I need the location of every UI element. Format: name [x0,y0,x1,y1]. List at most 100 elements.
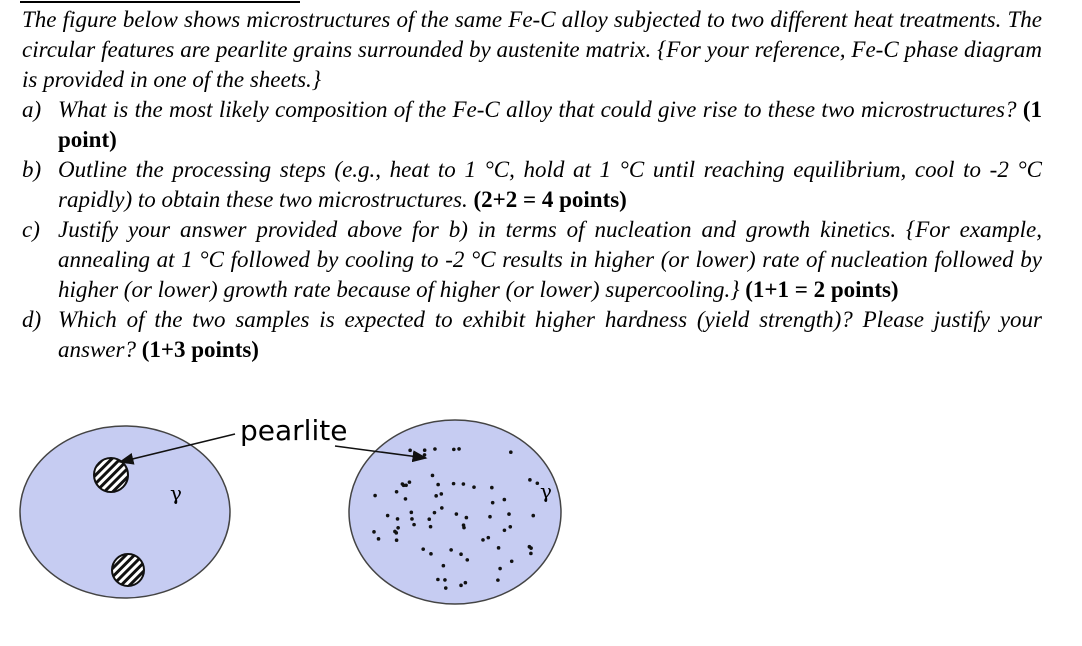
sample-fine [348,419,562,605]
question-points: (1+3 points) [141,337,259,362]
dot [472,485,476,489]
questions: a) What is the most likely composition of… [22,95,1042,365]
arrow [334,445,428,463]
dot [404,483,408,488]
pearlite-grain [111,553,145,587]
dot [396,525,400,530]
question-body: Outline the processing steps (e.g., heat… [58,157,1042,212]
dot [464,515,469,520]
dot [427,517,432,522]
dot [528,478,532,482]
question-text: Justify your answer provided above for b… [58,215,1042,305]
dot [429,552,433,556]
dot [443,578,447,582]
dot [457,447,461,451]
pearlite-grain [93,457,129,493]
dot [443,586,448,590]
dot [432,510,437,515]
dot [490,500,495,505]
dot [372,530,376,534]
question-label: b) [22,157,42,182]
dot [502,528,507,533]
dot [407,480,412,484]
dot [394,538,399,542]
arrow [118,433,236,465]
dot [481,538,485,542]
question: d) Which of the two samples is expected t… [22,305,1042,365]
dot [385,513,390,518]
dot [422,448,427,453]
dot [421,547,426,551]
dot [436,577,440,582]
dot [408,448,412,453]
dot [488,514,492,519]
dot [529,546,533,550]
dot [439,492,444,496]
dot [508,525,513,529]
dot [498,566,502,571]
dot [496,578,500,582]
dot [449,548,453,552]
dot [376,537,381,541]
intro: The figure below shows microstructures o… [22,7,1042,92]
dot [465,558,470,562]
dot [422,453,427,457]
dot [451,481,456,486]
question-label: c) [22,217,40,242]
dot [452,447,456,452]
dot [509,559,514,564]
dot [486,535,491,540]
pearlite-label: pearlite [240,414,347,447]
dot [496,546,501,550]
gamma-label: γ [170,481,182,505]
dot [535,481,540,486]
dot [394,489,399,494]
question-label: d) [22,307,42,332]
dot [440,506,444,510]
dot [529,551,533,556]
dot [395,517,400,521]
dot [454,512,459,516]
question-body: Justify your answer provided above for b… [58,217,1042,302]
question-text: What is the most likely composition of t… [58,95,1042,155]
dot [461,482,466,486]
dot [461,523,466,527]
dot [436,482,440,487]
dot [441,563,446,568]
dot [531,513,536,518]
question-points: (1 point) [58,97,1042,152]
dot [430,473,435,478]
sample-coarse [19,425,231,599]
question-points: (2+2 = 4 points) [473,187,627,212]
question: b) Outline the processing steps (e.g., he… [22,155,1042,215]
dot [428,524,433,529]
dot [459,552,463,557]
question: c) Justify your answer provided above for… [22,215,1042,305]
dot [394,531,399,535]
text-block: The figure below shows microstructures o… [22,5,1042,365]
question: a) What is the most likely composition of… [22,95,1042,155]
dot [433,447,437,451]
question-points: (1+1 = 2 points) [745,277,899,302]
question-label: a) [22,97,42,122]
dot [507,512,511,516]
dot [410,517,414,521]
dot [502,497,507,502]
dot [400,482,405,486]
dot [459,583,463,588]
question-body: What is the most likely composition of t… [58,97,1017,122]
dot [412,522,416,527]
question-text: Which of the two samples is expected to … [58,305,1042,365]
fine-pearlite [372,447,540,590]
dot [409,510,414,515]
dot [403,497,408,501]
question-body: Which of the two samples is expected to … [58,307,1042,362]
question-text: Outline the processing steps (e.g., heat… [58,155,1042,215]
dot [434,494,438,498]
dot [373,493,377,498]
gamma-label: γ [540,479,552,503]
dot [463,580,468,585]
dot [490,485,494,490]
